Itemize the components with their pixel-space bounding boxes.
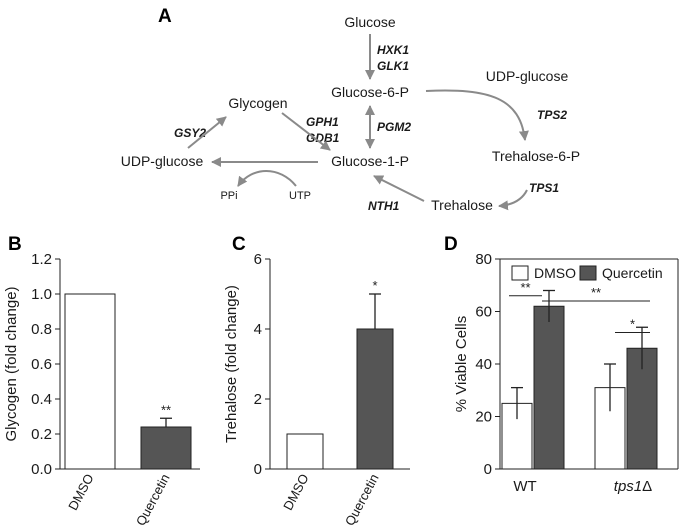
node-utp: UTP (289, 190, 311, 202)
arrow-utp-to-ppi (237, 170, 297, 187)
x-tick-label-main: tps1 (614, 478, 642, 495)
chart-trehalose: 0 2 4 6 Trehalose (fold change) DMSO * Querceti… (223, 251, 410, 528)
y-tick-label: 80 (475, 251, 492, 268)
node-glycogen: Glycogen (228, 95, 287, 111)
x-tick-label: WT (513, 478, 536, 495)
x-tick-label: Quercetin (342, 471, 382, 528)
arrow-glycogen-to-g1p (281, 112, 331, 151)
node-udp-glucose-left: UDP-glucose (121, 153, 204, 169)
y-tick-label: 0.2 (31, 426, 52, 443)
y-tick-label: 4 (254, 321, 262, 338)
enzyme-gsy2: GSY2 (174, 126, 206, 140)
chart-glycogen: 0.0 0.2 0.4 0.6 0.8 1.0 1.2 Glycogen (fold chan… (3, 251, 200, 528)
y-axis-label: Trehalose (fold change) (223, 285, 240, 443)
pathway-diagram: A Glucose Glucose-6-P Glucose-1-P Glycog… (121, 6, 580, 213)
y-axis-label: Glycogen (fold change) (3, 286, 20, 441)
bar-dmso-wt (501, 402, 533, 470)
y-tick-label: 0.0 (31, 461, 52, 478)
panel-label-a: A (158, 6, 172, 27)
panel-label-b: B (8, 234, 22, 255)
x-tick-label: DMSO (65, 471, 97, 512)
legend-label-dmso: DMSO (534, 265, 576, 281)
node-trehalose: Trehalose (431, 197, 493, 213)
enzyme-glk1: GLK1 (377, 59, 409, 73)
enzyme-pgm2: PGM2 (377, 120, 411, 134)
x-tick-label-main: WT (513, 478, 536, 495)
bar-dmso (64, 293, 116, 470)
y-tick-label: 0.4 (31, 391, 52, 408)
node-glucose-1-p: Glucose-1-P (331, 153, 409, 169)
significance-label: * (372, 278, 377, 293)
y-tick-label: 2 (254, 391, 262, 408)
comparison-label: ** (520, 280, 530, 295)
arrow-udpg-to-glycogen (187, 116, 227, 149)
x-tick-label: Quercetin (133, 471, 173, 528)
enzyme-nth1: NTH1 (368, 199, 400, 213)
enzyme-gph1: GPH1 (306, 115, 339, 129)
y-tick-label: 0 (254, 461, 262, 478)
y-tick-label: 6 (254, 251, 262, 268)
arrow-t6p-to-trehalose (498, 189, 528, 211)
bar-quercetin-wt (533, 305, 565, 470)
arrow-trehalose-to-g1p (373, 175, 425, 202)
x-tick-label: DMSO (280, 471, 312, 512)
x-tick-label: tps1Δ (614, 478, 652, 495)
arrow-g6p-to-t6p (425, 89, 529, 141)
chart-viable-cells: 0 20 40 60 80 % Viable Cells WT tps1Δ DMSO Querce… (453, 251, 679, 495)
bar-quercetin (356, 328, 394, 470)
comparison-label: ** (591, 285, 601, 300)
node-ppi: PPi (220, 190, 237, 202)
y-tick-label: 40 (475, 356, 492, 373)
panel-label-d: D (444, 234, 458, 255)
enzyme-hxk1: HXK1 (377, 43, 409, 57)
legend-swatch-quercetin (579, 265, 597, 281)
legend-swatch-dmso (511, 265, 529, 281)
node-udp-glucose-right: UDP-glucose (486, 68, 569, 84)
comparison-label: * (630, 317, 635, 332)
enzyme-tps1: TPS1 (529, 181, 559, 195)
panel-label-c: C (232, 234, 246, 255)
bar-quercetin (140, 426, 192, 470)
y-tick-label: 1.0 (31, 286, 52, 303)
y-tick-label: 60 (475, 304, 492, 321)
node-glucose-6-p: Glucose-6-P (331, 84, 409, 100)
y-tick-label: 20 (475, 409, 492, 426)
y-tick-label: 1.2 (31, 251, 52, 268)
enzyme-tps2: TPS2 (537, 108, 567, 122)
legend-label-quercetin: Quercetin (602, 265, 663, 281)
node-glucose: Glucose (344, 14, 396, 30)
y-tick-label: 0 (484, 461, 492, 478)
significance-label: ** (161, 402, 171, 417)
y-tick-label: 0.6 (31, 356, 52, 373)
bar-dmso (286, 433, 324, 470)
y-axis-label: % Viable Cells (453, 316, 470, 412)
x-tick-label-suffix: Δ (642, 478, 652, 495)
y-tick-label: 0.8 (31, 321, 52, 338)
node-trehalose-6-p: Trehalose-6-P (492, 148, 580, 164)
enzyme-gdb1: GDB1 (306, 131, 340, 145)
